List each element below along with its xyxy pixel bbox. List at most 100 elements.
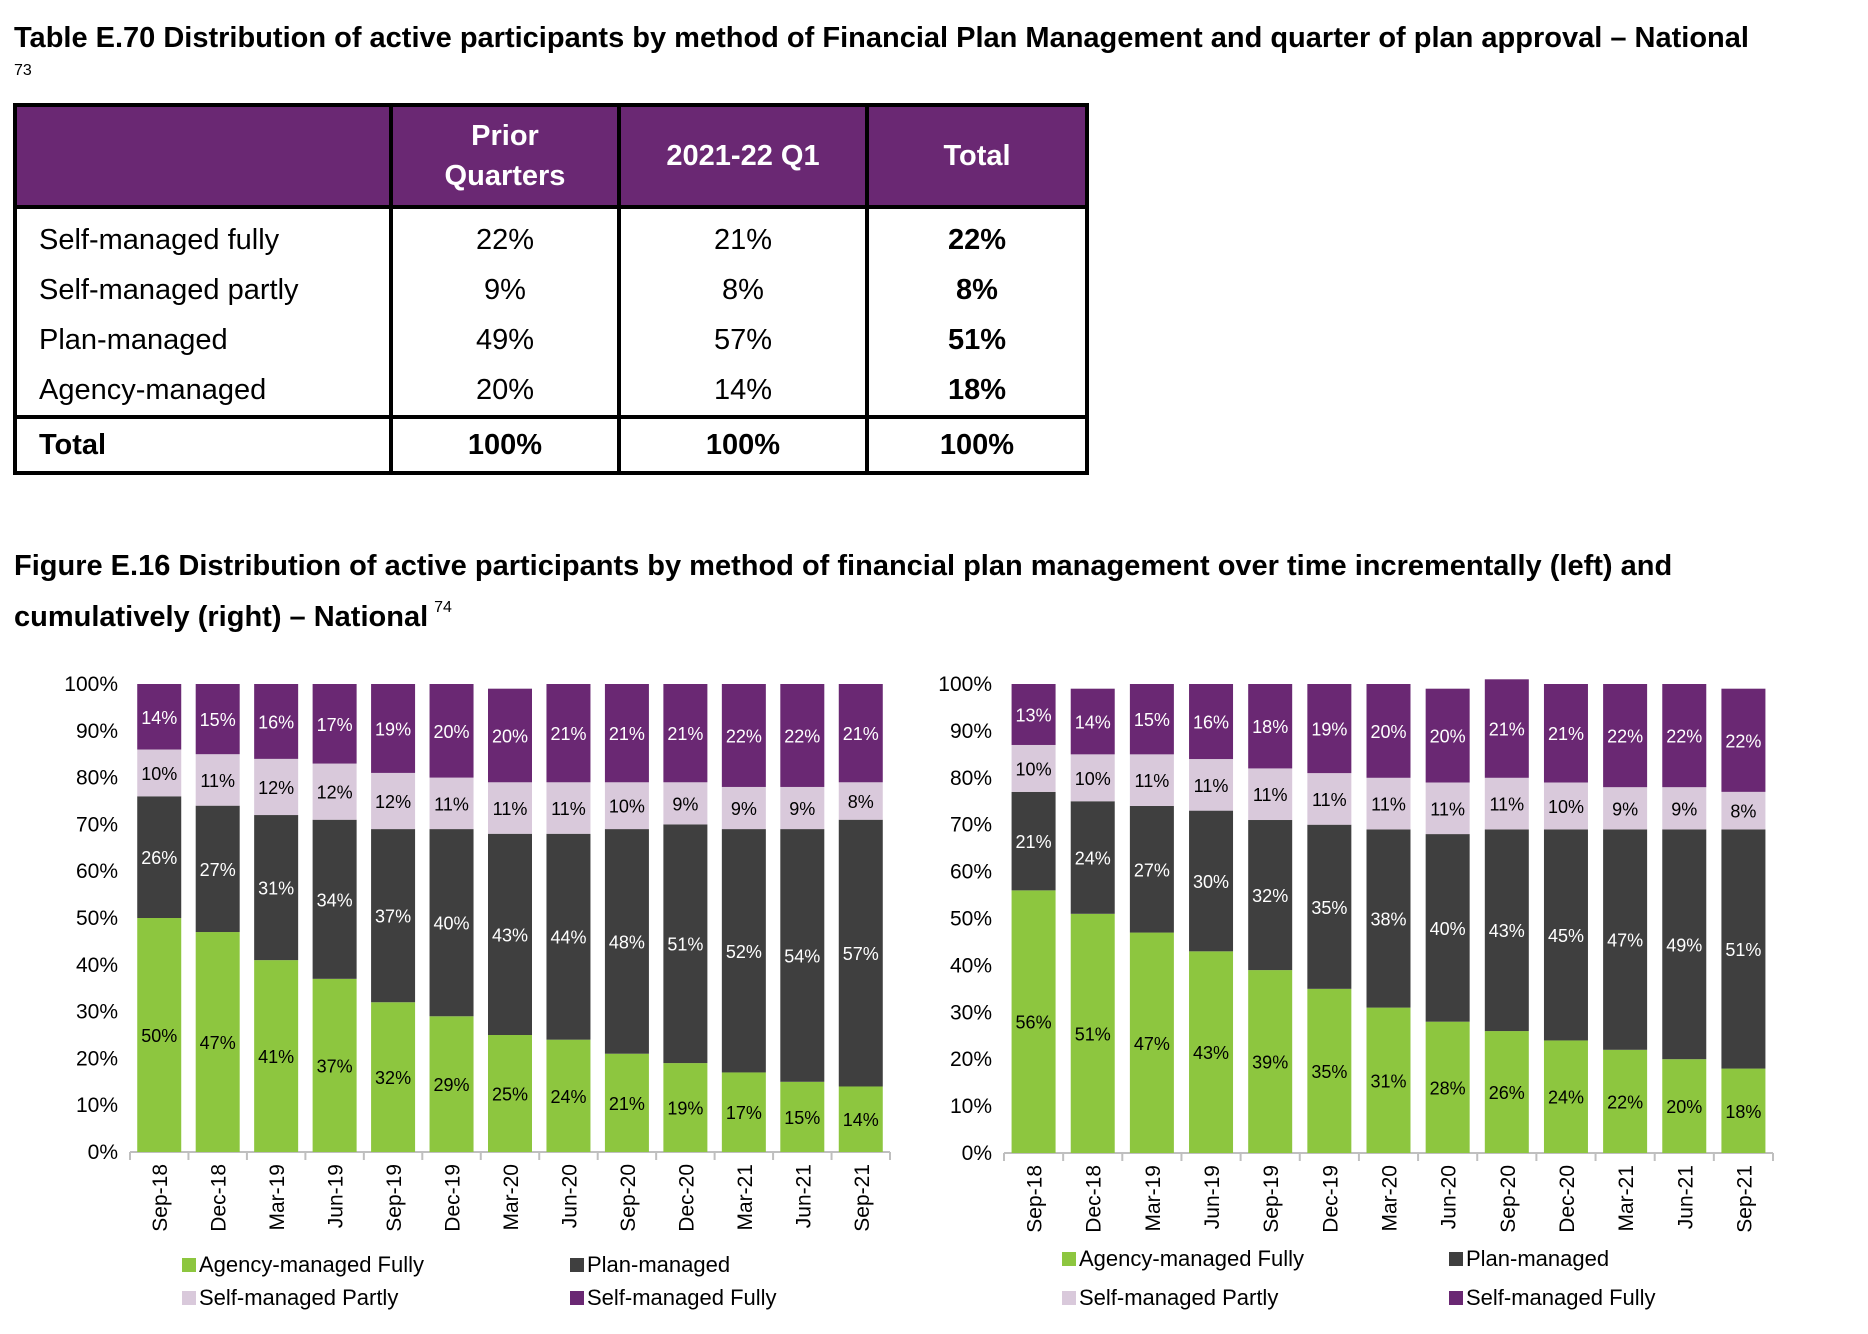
data-label: 35%: [1311, 898, 1347, 918]
data-label: 21%: [667, 724, 703, 744]
data-label: 48%: [609, 932, 645, 952]
row-label: Self-managed partly: [13, 265, 393, 315]
y-tick-label: 10%: [76, 1094, 118, 1117]
data-label: 14%: [141, 708, 177, 728]
data-label: 44%: [550, 928, 586, 948]
x-tick-label: Sep-19: [1260, 1165, 1283, 1233]
bar-segment: [1721, 791, 1766, 830]
data-label: 56%: [1016, 1013, 1052, 1033]
bar-segment: [604, 782, 649, 830]
data-label: 11%: [1135, 771, 1170, 791]
data-label: 30%: [1193, 872, 1229, 892]
stacked-bar-chart-cumulative: 0% 10% 20% 30% 40% 50% 60% 70% 80% 90% 100% 56% 21% 1…: [938, 673, 1774, 1310]
data-label: 10%: [1548, 797, 1584, 817]
bar-segment: [546, 833, 591, 1040]
data-label: 47%: [1134, 1034, 1170, 1054]
data-label: 9%: [731, 799, 757, 819]
data-label: 27%: [200, 860, 236, 880]
bar-segment: [254, 815, 299, 961]
y-tick-label: 100%: [64, 673, 118, 696]
table-row: Plan-managed 49% 57% 51%: [13, 315, 1089, 365]
data-label: 24%: [1075, 849, 1111, 869]
data-label: 26%: [1489, 1083, 1525, 1103]
bar-segment: [1307, 684, 1352, 774]
legend-label: Self-managed Fully: [587, 1285, 777, 1310]
data-label: 14%: [843, 1110, 879, 1130]
bar-segment: [1543, 684, 1588, 783]
data-label: 21%: [1548, 724, 1584, 744]
bar-segment: [1721, 688, 1766, 792]
data-label: 15%: [784, 1108, 820, 1128]
legend-swatch: [1062, 1252, 1076, 1266]
legend-label: Self-managed Partly: [1079, 1285, 1278, 1310]
bar-segment: [1248, 820, 1293, 971]
data-label: 11%: [493, 799, 528, 819]
bar-segment: [371, 829, 416, 1003]
cell-prior: 22%: [389, 207, 621, 265]
x-tick-label: Sep-20: [617, 1164, 640, 1232]
y-tick-label: 70%: [950, 814, 992, 837]
bar-segment: [663, 782, 708, 825]
data-label: 9%: [1671, 799, 1697, 819]
distribution-table: Prior Quarters 2021-22 Q1 Total Self-man…: [13, 103, 1089, 475]
data-label: 9%: [672, 794, 698, 814]
data-label: 11%: [1371, 795, 1406, 815]
cell-q1: 21%: [617, 207, 869, 265]
header-cell-2021-22-q1: 2021-22 Q1: [617, 103, 869, 209]
header-cell-empty: [13, 103, 393, 209]
x-tick-label: Jun-21: [792, 1164, 815, 1228]
bar-segment: [1484, 829, 1529, 1032]
bar-segment: [1425, 1021, 1470, 1153]
data-label: 54%: [784, 946, 820, 966]
bar-segment: [312, 763, 357, 820]
data-label: 21%: [843, 724, 879, 744]
cell-q1: 8%: [617, 265, 869, 315]
legend-swatch: [570, 1258, 584, 1272]
data-label: 43%: [1489, 921, 1525, 941]
data-label: 43%: [1193, 1043, 1229, 1063]
y-tick-label: 0%: [962, 1142, 992, 1165]
bar-segment: [1307, 988, 1352, 1153]
x-tick-label: Sep-18: [1024, 1165, 1047, 1233]
bar-segment: [137, 796, 182, 918]
data-label: 28%: [1430, 1078, 1466, 1098]
y-tick-label: 0%: [88, 1141, 118, 1164]
bar-segment: [780, 1081, 825, 1152]
data-label: 45%: [1548, 926, 1584, 946]
table-title: Table E.70 Distribution of active partic…: [14, 22, 1749, 54]
legend-label: Self-managed Partly: [199, 1285, 398, 1310]
data-label: 20%: [434, 722, 470, 742]
bar-segment: [663, 684, 708, 783]
data-label: 18%: [1725, 1102, 1761, 1122]
bar-segment: [488, 833, 532, 1035]
cell-total: 100%: [865, 415, 1089, 475]
bar-segment: [1603, 787, 1648, 830]
row-label: Agency-managed: [13, 365, 393, 417]
data-label: 15%: [200, 710, 236, 730]
x-tick-label: Mar-19: [266, 1164, 289, 1231]
data-label: 15%: [1134, 710, 1170, 730]
bar-segment: [1129, 754, 1174, 806]
legend-label: Agency-managed Fully: [1079, 1246, 1304, 1271]
bar-segment: [1307, 824, 1352, 989]
y-tick-label: 30%: [76, 1001, 118, 1024]
data-label: 51%: [667, 935, 703, 955]
bar-segment: [1425, 688, 1470, 783]
x-tick-label: Mar-21: [1615, 1165, 1638, 1232]
data-label: 50%: [141, 1026, 177, 1046]
cell-prior: 49%: [389, 315, 621, 365]
legend-swatch: [570, 1291, 584, 1305]
data-label: 11%: [1253, 785, 1288, 805]
data-label: 57%: [843, 944, 879, 964]
bar-segment: [312, 978, 357, 1152]
data-label: 37%: [317, 1056, 353, 1076]
stacked-bar-chart-incremental: 0% 10% 20% 30% 40% 50% 60% 70% 80% 90% 100% 50% 26% 1…: [64, 673, 891, 1310]
bar-segment: [1189, 951, 1234, 1153]
data-label: 19%: [375, 719, 411, 739]
data-label: 51%: [1075, 1024, 1111, 1044]
x-tick-label: Sep-20: [1497, 1165, 1520, 1233]
data-label: 10%: [141, 764, 177, 784]
legend-label: Agency-managed Fully: [199, 1252, 424, 1277]
data-label: 13%: [1016, 705, 1052, 725]
data-label: 22%: [784, 726, 820, 746]
